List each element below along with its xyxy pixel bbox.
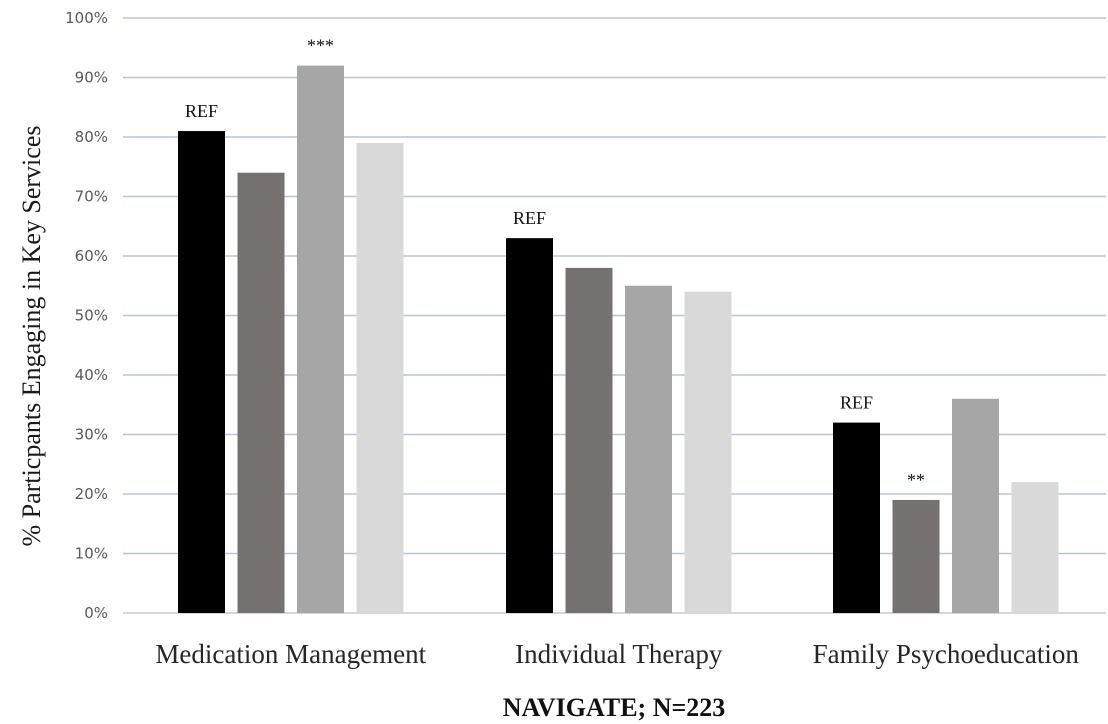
y-tick-label: 20% [75, 485, 108, 503]
y-tick-label: 0% [84, 604, 108, 622]
y-axis-title: % Particpants Engaging in Key Services [17, 126, 46, 547]
bar [833, 422, 880, 613]
bar-annotation: ** [907, 470, 925, 490]
bar-annotation: REF [513, 208, 546, 228]
y-tick-label: 50% [75, 307, 108, 325]
x-axis-title: NAVIGATE; N=223 [503, 693, 726, 722]
x-category-label: Family Psychoeducation [813, 639, 1080, 669]
y-tick-label: 40% [75, 366, 108, 384]
y-tick-label: 90% [75, 69, 108, 87]
bar [237, 172, 285, 613]
x-category-label: Medication Management [155, 639, 426, 669]
bar-annotations: REF *** REF REF ** [185, 36, 925, 490]
y-tick-label: 60% [75, 247, 108, 265]
y-tick-label: 30% [75, 426, 108, 444]
bar [356, 142, 404, 613]
y-tick-label: 70% [75, 188, 108, 206]
y-tick-label: 10% [75, 545, 108, 563]
bar [1011, 482, 1059, 613]
y-tick-label: 80% [75, 128, 108, 146]
bar [952, 398, 999, 613]
bar [625, 285, 672, 613]
y-axis-ticks: 0% 10% 20% 30% 40% 50% 60% 70% 80% 90% 100% [65, 9, 108, 622]
bar [506, 238, 553, 613]
gridlines [123, 17, 1106, 614]
x-category-label: Individual Therapy [515, 639, 723, 669]
bar [565, 267, 613, 613]
bar [178, 131, 225, 614]
bar [684, 291, 732, 613]
bars [178, 65, 1059, 614]
bar-annotation: REF [840, 393, 873, 413]
y-tick-label: 100% [65, 9, 108, 27]
bar-annotation: REF [185, 101, 218, 121]
bar-annotation: *** [307, 36, 334, 56]
bar [297, 65, 344, 614]
bar [892, 499, 940, 613]
x-axis-categories: Medication Management Individual Therapy F… [155, 639, 1079, 669]
